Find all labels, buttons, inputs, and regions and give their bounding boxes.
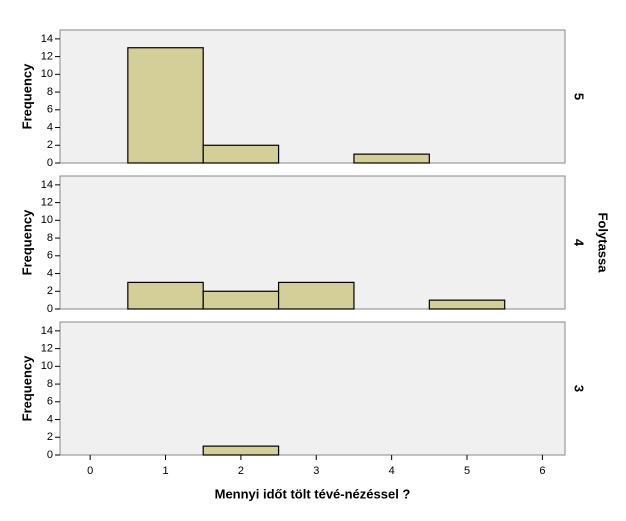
y-tick-label: 0 — [47, 157, 53, 169]
panel-background — [59, 321, 566, 456]
y-tick-label: 4 — [47, 267, 53, 279]
y-tick-label: 6 — [47, 250, 53, 262]
panel-label: 4 — [572, 239, 587, 247]
bar — [127, 281, 204, 310]
x-tick-label: 2 — [238, 465, 244, 477]
panel-label: 5 — [572, 93, 587, 100]
bar — [277, 281, 355, 310]
y-axis-label: Frequency — [19, 63, 34, 130]
y-tick-label: 2 — [47, 285, 53, 297]
y-tick-label: 8 — [47, 86, 53, 98]
y-tick-label: 14 — [41, 325, 53, 337]
y-tick-label: 2 — [47, 139, 53, 151]
x-axis-label: Mennyi időt tölt tévé-nézéssel ? — [215, 486, 411, 501]
bar — [202, 445, 280, 456]
bar — [127, 47, 204, 164]
x-tick-label: 5 — [464, 465, 470, 477]
y-tick-label: 12 — [41, 343, 53, 355]
y-tick-label: 10 — [41, 68, 53, 80]
y-tick-label: 0 — [47, 449, 53, 461]
bar — [353, 153, 430, 164]
y-tick-label: 14 — [41, 179, 53, 191]
y-axis-label: Frequency — [19, 355, 34, 422]
y-tick-label: 8 — [47, 378, 53, 390]
y-tick-label: 10 — [41, 214, 53, 226]
y-tick-label: 12 — [41, 51, 53, 63]
x-tick-label: 3 — [313, 465, 319, 477]
x-tick-label: 1 — [162, 465, 168, 477]
y-tick-label: 12 — [41, 197, 53, 209]
x-tick-label: 6 — [539, 465, 545, 477]
y-axis-label: Frequency — [19, 209, 34, 276]
y-tick-label: 10 — [41, 360, 53, 372]
y-tick-label: 8 — [47, 232, 53, 244]
x-tick-label: 0 — [87, 465, 93, 477]
bar — [428, 299, 506, 310]
y-tick-label: 6 — [47, 396, 53, 408]
facet-title: Folytassa — [596, 213, 611, 274]
y-tick-label: 6 — [47, 104, 53, 116]
bar — [202, 144, 280, 164]
x-tick-label: 4 — [389, 465, 395, 477]
y-tick-label: 4 — [47, 413, 53, 425]
panel-label: 3 — [572, 385, 587, 392]
bar — [202, 290, 280, 310]
y-tick-label: 0 — [47, 303, 53, 315]
y-tick-label: 14 — [41, 33, 53, 45]
y-tick-label: 4 — [47, 121, 53, 133]
y-tick-label: 2 — [47, 431, 53, 443]
